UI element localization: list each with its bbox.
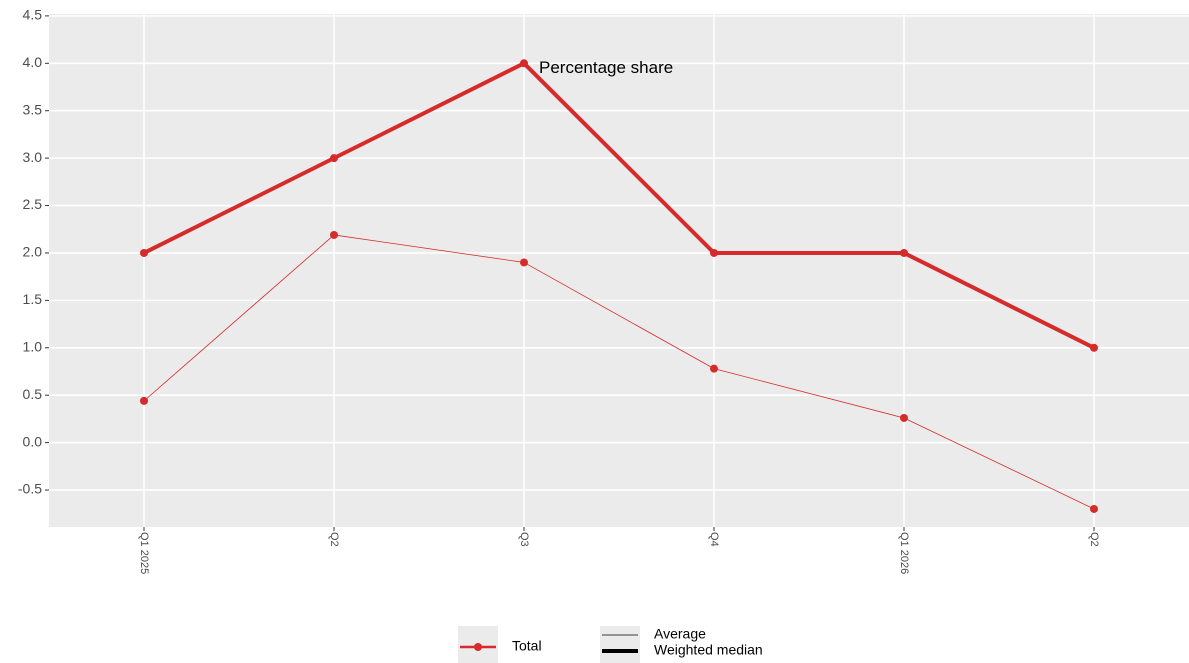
point xyxy=(520,59,528,68)
y-tick-label: 0.0 xyxy=(23,433,43,449)
y-tick-label: 2.5 xyxy=(23,196,43,212)
series-line xyxy=(143,61,1095,350)
y-tick-label: 1.0 xyxy=(23,338,43,354)
y-tick-label: 4.5 xyxy=(23,7,43,23)
plot: Percentage share xyxy=(140,58,1098,513)
x-tick-label: Q2 xyxy=(328,532,340,547)
x-tick-label: Q3 xyxy=(518,532,530,547)
legend-key xyxy=(600,626,640,663)
annotation: Percentage share xyxy=(539,58,673,77)
point xyxy=(140,396,148,405)
y-tick-label: 4.0 xyxy=(23,54,43,70)
x-tick-label: Q2 xyxy=(1088,532,1100,547)
point xyxy=(900,413,908,422)
series-line xyxy=(143,234,1095,510)
y-tick-label: 3.0 xyxy=(23,149,43,165)
legend-label: Average xyxy=(654,626,706,642)
x-tick-label: Q1 2025 xyxy=(138,532,150,574)
y-tick-label: 2.0 xyxy=(23,244,43,260)
y-tick-label: 3.5 xyxy=(23,101,43,117)
x-tick-label: Q1 2026 xyxy=(898,532,910,574)
legend-point xyxy=(474,643,482,651)
legend-label: Total xyxy=(512,638,542,654)
point xyxy=(1090,343,1098,352)
y-tick-label: -0.5 xyxy=(18,481,42,497)
panel xyxy=(49,14,1189,527)
legend-label: Weighted median xyxy=(654,642,763,658)
point xyxy=(140,248,148,257)
point xyxy=(900,248,908,257)
y-tick-label: 0.5 xyxy=(23,386,43,402)
point xyxy=(710,248,718,257)
point xyxy=(520,258,528,267)
point xyxy=(1090,504,1098,513)
point xyxy=(330,154,338,163)
point xyxy=(330,230,338,239)
y-tick-label: 1.5 xyxy=(23,291,43,307)
point xyxy=(710,364,718,373)
x-tick-label: Q4 xyxy=(708,532,720,547)
